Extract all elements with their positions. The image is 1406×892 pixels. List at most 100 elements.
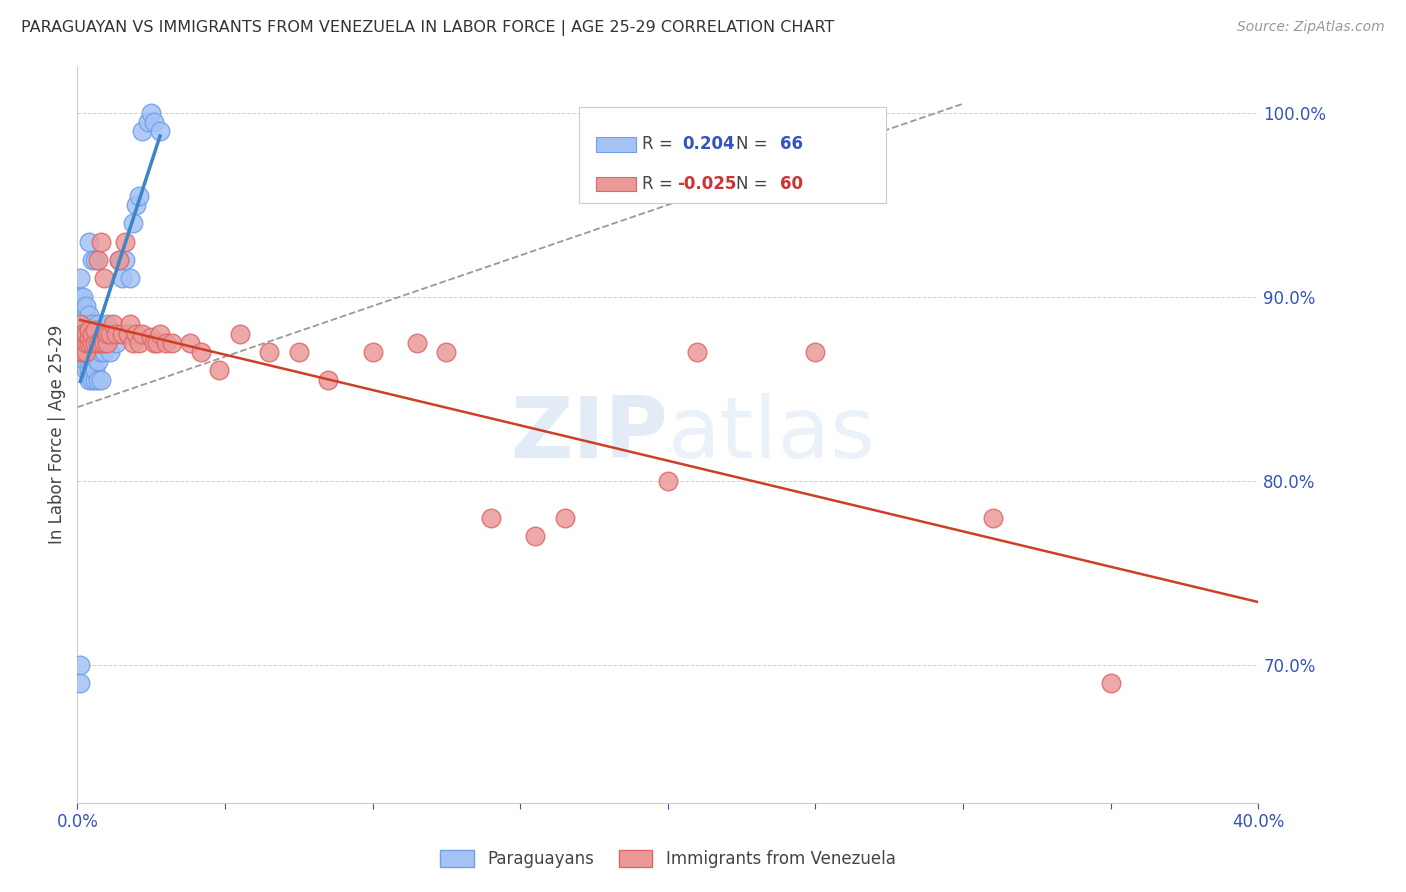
Point [1099,676,1122,690]
Point [75,326,97,341]
Point [77,318,100,332]
Point [69,335,91,350]
Point [72,326,94,341]
Point [72,335,94,350]
Point [84,373,107,387]
Point [69,676,91,690]
Point [82,373,104,387]
Point [87,335,110,350]
Legend: Paraguayans, Immigrants from Venezuela: Paraguayans, Immigrants from Venezuela [440,850,896,868]
Point [77,330,100,344]
Point [479,510,502,524]
Point [120,318,142,332]
Point [143,115,166,129]
Point [75,354,97,368]
Point [208,363,231,377]
Point [75,335,97,350]
Point [128,188,150,202]
Point [114,235,136,249]
Point [69,345,91,359]
Point [155,335,177,350]
Point [90,235,112,249]
Point [77,235,100,249]
Point [96,335,118,350]
Point [96,318,118,332]
Point [77,363,100,377]
Point [84,345,107,359]
Point [131,124,153,138]
Text: R =: R = [643,175,678,193]
Point [125,326,148,341]
Point [87,354,110,368]
Text: 0.204: 0.204 [682,136,735,153]
Y-axis label: In Labor Force | Age 25-29: In Labor Force | Age 25-29 [48,326,66,544]
Point [69,345,91,359]
Point [190,345,212,359]
Point [228,326,252,341]
Point [259,345,281,359]
Point [141,330,163,344]
Point [72,290,94,304]
Point [75,318,97,332]
Text: Source: ZipAtlas.com: Source: ZipAtlas.com [1237,20,1385,34]
Point [361,345,384,359]
Point [87,335,110,350]
Text: N =: N = [737,175,773,193]
Point [804,345,827,359]
Point [114,253,136,268]
Point [90,373,112,387]
Text: atlas: atlas [668,393,876,476]
Point [72,335,94,350]
Point [318,373,340,387]
Text: 66: 66 [780,136,803,153]
FancyBboxPatch shape [579,107,886,203]
Point [75,345,97,359]
Point [406,335,429,350]
Point [657,474,679,488]
Point [77,323,100,337]
Point [981,510,1004,524]
Point [82,354,104,368]
Point [72,345,94,359]
Point [686,345,709,359]
Point [82,326,104,341]
Point [75,335,97,350]
Point [82,318,104,332]
Point [75,299,97,313]
Point [93,271,115,285]
Point [96,326,118,341]
Point [128,335,150,350]
Point [72,345,94,359]
Point [75,308,97,322]
Point [77,308,100,322]
Point [107,253,129,268]
Point [72,308,94,322]
Point [104,326,127,341]
Point [146,335,169,350]
Point [93,335,115,350]
Point [101,326,124,341]
Point [143,335,166,350]
Text: N =: N = [737,136,773,153]
Text: 60: 60 [780,175,803,193]
Point [136,115,159,129]
Point [77,345,100,359]
Point [84,335,107,350]
Point [77,354,100,368]
Point [69,326,91,341]
Point [120,271,142,285]
Point [149,326,172,341]
Text: ZIP: ZIP [510,393,668,476]
Point [98,326,121,341]
Point [179,335,201,350]
Point [75,326,97,341]
Point [524,529,547,543]
Point [107,253,129,268]
Point [77,335,100,350]
Point [111,271,132,285]
Text: PARAGUAYAN VS IMMIGRANTS FROM VENEZUELA IN LABOR FORCE | AGE 25-29 CORRELATION C: PARAGUAYAN VS IMMIGRANTS FROM VENEZUELA … [21,20,835,36]
Point [84,253,107,268]
Point [72,299,94,313]
Point [84,326,107,341]
Point [82,335,104,350]
